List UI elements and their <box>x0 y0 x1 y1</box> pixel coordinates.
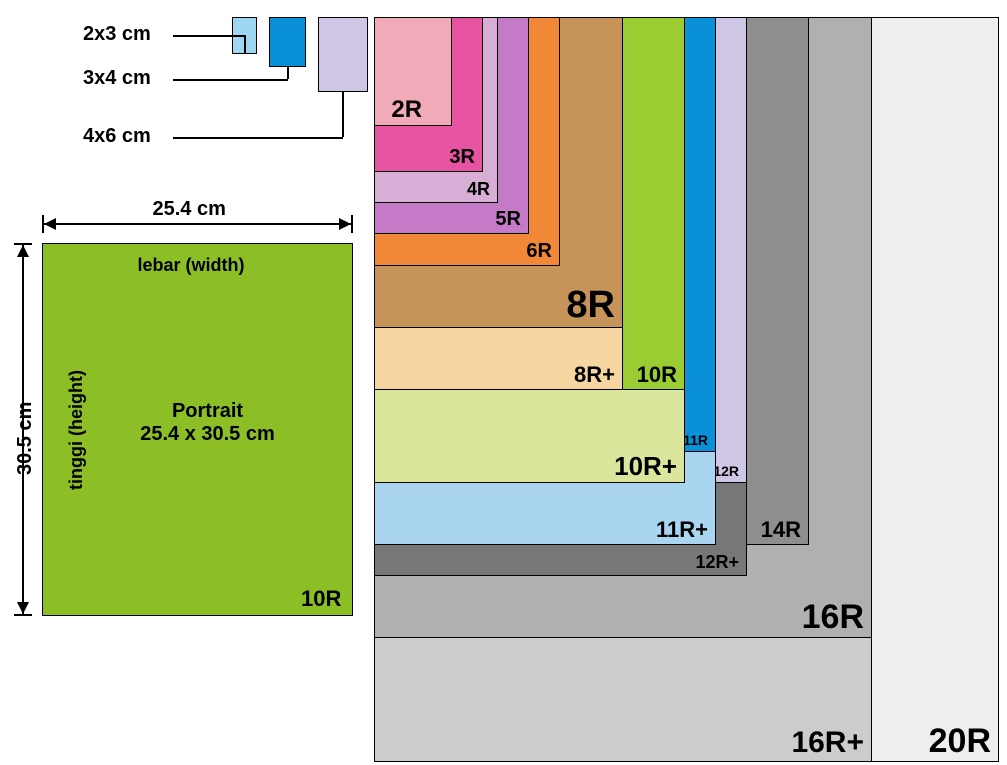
size-label-16Rp: 16R+ <box>791 726 864 760</box>
portrait-caption-line1: Portrait <box>118 400 298 423</box>
dim-left-tick-1 <box>14 614 32 616</box>
leader-v-3x4 <box>287 67 289 79</box>
swatch-label-2x3: 2x3 cm <box>83 23 151 46</box>
diagram-canvas: 20R 16R+ 16R 14R 12R+ 12R 11R+ 11R 10R+ 10R 8R+ 8R 6… <box>0 0 1007 765</box>
size-label-11R: 11R <box>683 432 708 448</box>
size-label-2R: 2R <box>391 96 422 124</box>
size-label-20R: 20R <box>929 722 991 761</box>
dim-top-label: 25.4 cm <box>153 198 226 221</box>
size-label-10R: 10R <box>637 362 677 388</box>
dim-left-line <box>22 243 24 616</box>
swatch-label-4x6: 4x6 cm <box>83 125 151 148</box>
swatch-label-3x4: 3x4 cm <box>83 67 151 90</box>
dim-top-line <box>42 223 353 225</box>
size-label-3R: 3R <box>449 146 475 169</box>
swatch-3x4 <box>269 17 306 67</box>
size-label-12Rp: 12R+ <box>695 552 739 573</box>
size-label-5R: 5R <box>495 208 521 231</box>
size-label-6R: 6R <box>526 240 552 263</box>
portrait-caption: Portrait25.4 x 30.5 cm <box>118 400 298 446</box>
size-label-8R: 8R <box>566 284 615 327</box>
dim-top-arrow-right <box>339 218 351 230</box>
size-label-14R: 14R <box>761 517 801 543</box>
portrait-corner-label: 10R <box>301 586 341 612</box>
dim-top-arrow-left <box>44 218 56 230</box>
swatch-4x6 <box>318 17 368 92</box>
size-label-12R: 12R <box>713 463 739 479</box>
size-label-11Rp: 11R+ <box>656 517 708 543</box>
size-label-4R: 4R <box>467 179 490 200</box>
leader-h-2x3 <box>173 35 245 37</box>
dim-left-label: 30.5 cm <box>14 401 37 474</box>
portrait-title-top: lebar (width) <box>138 255 245 276</box>
leader-v-2x3 <box>244 35 246 54</box>
leader-h-3x4 <box>173 79 288 81</box>
size-label-10Rp: 10R+ <box>614 451 677 482</box>
portrait-caption-line2: 25.4 x 30.5 cm <box>118 423 298 446</box>
dim-left-arrow-down <box>17 602 29 614</box>
size-label-16R: 16R <box>802 598 864 637</box>
leader-h-4x6 <box>173 137 343 139</box>
leader-v-4x6 <box>342 92 344 137</box>
size-label-8Rp: 8R+ <box>574 362 615 388</box>
dim-left-arrow-up <box>17 245 29 257</box>
dim-top-tick-1 <box>351 215 353 233</box>
portrait-title-left: tinggi (height) <box>66 370 87 490</box>
